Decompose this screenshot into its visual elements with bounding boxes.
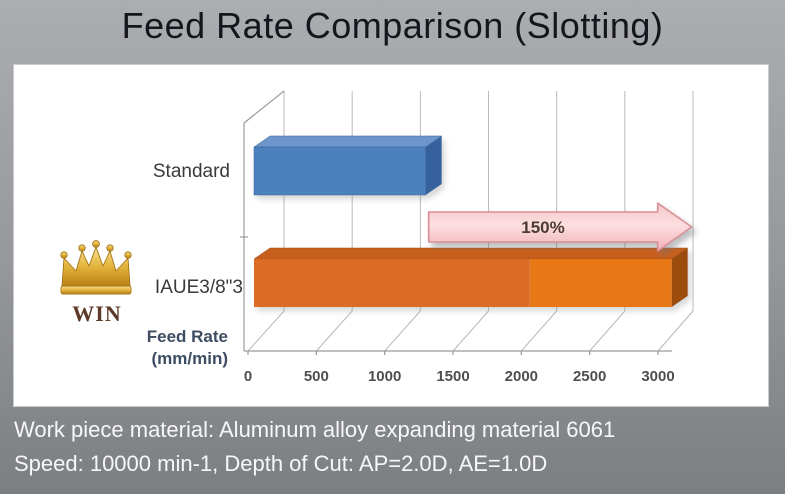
gridline-floor (657, 310, 694, 352)
axis-lines (240, 90, 672, 352)
bar-standard-side-face (425, 136, 442, 195)
bar-iaue-front-face-left (254, 259, 530, 307)
x-tick-label: 500 (304, 368, 329, 385)
category-label-standard: Standard (153, 161, 230, 182)
footer-line1: Work piece material: Aluminum alloy expa… (14, 417, 616, 442)
x-axis-title-line2: (mm/min) (152, 349, 229, 368)
page-title: Feed Rate Comparison (Slotting) (121, 5, 664, 46)
bar-standard-top-face (253, 135, 443, 148)
gridline-floor (247, 310, 285, 352)
crown-icon (60, 240, 132, 295)
x-tick-label: 2000 (505, 368, 538, 385)
gridline-floor (520, 310, 558, 352)
x-tick-label: 1500 (436, 368, 469, 385)
footer-line2: Speed: 10000 min-1, Depth of Cut: AP=2.0… (14, 451, 548, 476)
gridline-floor (589, 310, 626, 352)
x-tick-label: 2500 (573, 368, 606, 385)
gridline-floor (384, 310, 421, 352)
arrow-icon (427, 202, 693, 252)
depth-axis-line (243, 90, 285, 124)
chart-panel: 0 500 1000 1500 2000 2500 3000 150% (13, 64, 769, 407)
feed-rate-chart: 0 500 1000 1500 2000 2500 3000 150% (60, 90, 694, 385)
bar-standard (253, 135, 443, 196)
bar-standard-front-face (253, 146, 426, 196)
category-label-iaue: IAUE3/8"3 (155, 277, 243, 298)
x-tick-label: 1000 (368, 368, 401, 385)
arrow-percentage-label: 150% (521, 218, 564, 237)
gridline-floor (315, 310, 353, 352)
win-label: WIN (72, 301, 121, 326)
x-tick-label: 0 (244, 368, 252, 385)
growth-arrow: 150% (427, 202, 693, 252)
bar-iaue (253, 247, 689, 307)
x-axis-title-line1: Feed Rate (147, 327, 228, 346)
footer-notes: Work piece material: Aluminum alloy expa… (14, 413, 615, 481)
x-tick-label: 3000 (641, 368, 674, 385)
bar-iaue-front-face-right (529, 259, 672, 307)
gridline-floor (452, 310, 489, 352)
bar-iaue-top-face (253, 247, 689, 260)
bar-iaue-side-face (671, 248, 688, 307)
